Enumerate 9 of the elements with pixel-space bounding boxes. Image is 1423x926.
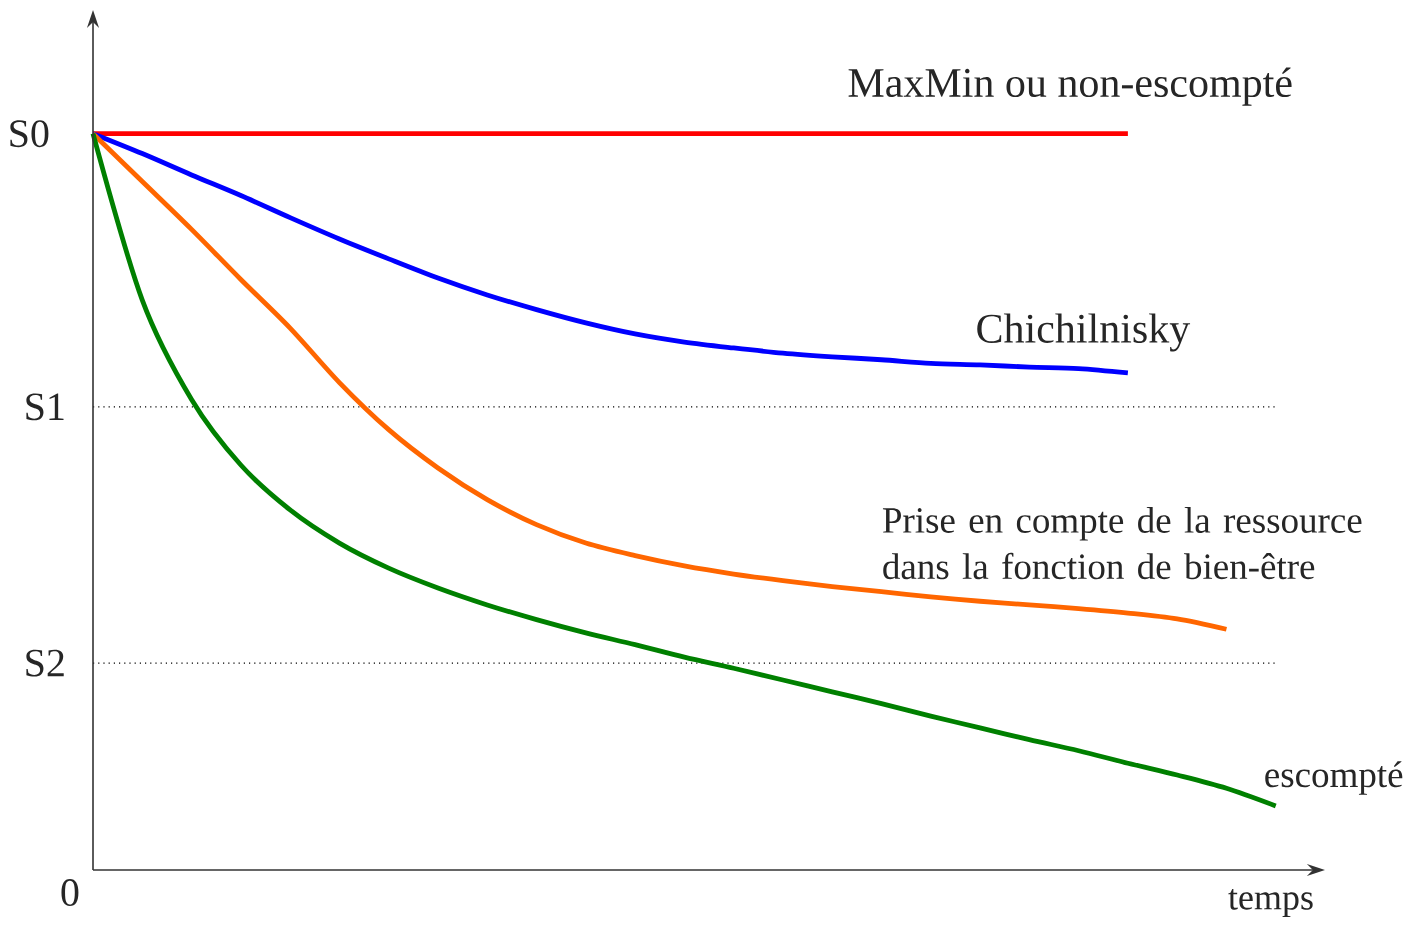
- ref-line-label: S1: [26, 393, 64, 421]
- text: S0: [10, 120, 49, 148]
- text: 0: [61, 879, 79, 907]
- series-label: Chichilnisky: [977, 313, 1191, 352]
- series-label: Prise en compte de la ressource dans la fonction de bien-être: [882, 506, 1362, 580]
- series-label: MaxMin ou non-escompté: [848, 67, 1292, 106]
- x-axis-title: temps: [1228, 889, 1313, 917]
- series-label: escompté: [1265, 761, 1403, 795]
- ref-line-label: S2: [26, 649, 64, 677]
